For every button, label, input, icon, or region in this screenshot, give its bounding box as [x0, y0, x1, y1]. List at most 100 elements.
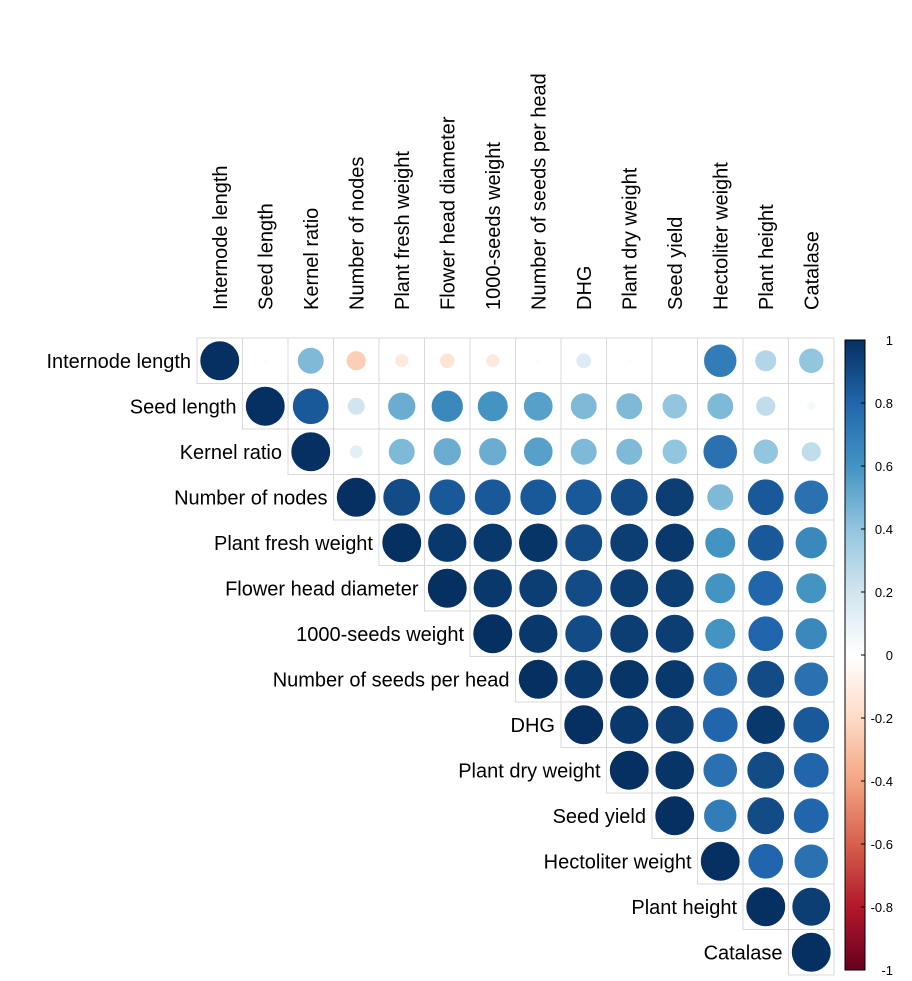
colorbar-tick-label: -0.6: [871, 837, 893, 852]
correlation-circle: [746, 751, 785, 790]
column-label: Catalase: [801, 231, 823, 310]
correlation-circle: [472, 522, 513, 563]
correlation-circle: [336, 477, 377, 518]
correlation-circle: [801, 441, 822, 462]
row-label: Number of seeds per head: [273, 669, 510, 691]
correlation-circle: [564, 523, 603, 562]
correlation-circle: [297, 347, 325, 375]
correlation-circle: [478, 437, 508, 467]
correlation-circle: [245, 386, 286, 427]
matrix-grid: [196, 337, 835, 976]
correlation-circle: [381, 522, 422, 563]
correlation-circle: [615, 438, 643, 466]
correlation-circle: [523, 436, 554, 467]
correlation-circle: [795, 526, 828, 559]
correlation-circle: [704, 618, 736, 650]
correlation-circle: [472, 613, 513, 654]
correlation-circle: [485, 353, 500, 368]
correlation-circle: [439, 352, 456, 369]
row-label: Hectoliter weight: [544, 851, 692, 873]
row-label: Plant height: [631, 897, 737, 919]
correlation-circle: [793, 661, 829, 697]
colorbar-tick-label: 0.8: [875, 396, 893, 411]
row-label: Number of nodes: [174, 487, 327, 509]
colorbar-tick-label: -1: [881, 963, 893, 978]
correlation-circle: [394, 353, 409, 368]
colorbar-tick-label: 1: [886, 333, 893, 348]
correlation-circle: [563, 659, 604, 699]
correlation-circle: [477, 390, 509, 422]
correlation-circle: [806, 401, 816, 411]
column-labels: Internode length Seed length Kernel ratio N…: [210, 73, 824, 310]
row-label: Kernel ratio: [180, 442, 282, 464]
matrix-cell: [788, 929, 835, 976]
correlation-circle: [609, 659, 650, 700]
correlation-circle: [702, 706, 739, 743]
correlation-circle: [702, 752, 738, 788]
correlation-circle: [661, 393, 688, 420]
column-label: Seed length: [255, 203, 277, 310]
correlation-circle: [793, 843, 829, 879]
correlation-circle: [747, 843, 784, 880]
column-label: Plant height: [756, 204, 778, 310]
column-label: Internode length: [210, 165, 232, 310]
correlation-circle: [654, 659, 695, 699]
column-label: Hectoliter weight: [710, 162, 732, 310]
correlation-circle: [795, 617, 828, 650]
correlation-circle: [793, 752, 830, 789]
correlation-circle: [565, 478, 603, 516]
correlation-circle: [745, 886, 786, 927]
correlation-circle: [609, 750, 650, 791]
correlation-circle: [564, 569, 603, 608]
correlation-circle: [388, 438, 416, 466]
colorbar-tick-label: -0.8: [871, 900, 893, 915]
column-label: Kernel ratio: [301, 208, 323, 310]
colorbar-tick-label: 0: [886, 648, 893, 663]
correlation-circle: [703, 343, 738, 378]
correlation-circle: [428, 478, 466, 516]
correlation-circle: [518, 568, 558, 608]
correlation-circle: [706, 483, 734, 511]
correlation-circle: [747, 524, 785, 562]
correlation-circle: [427, 522, 467, 563]
correlation-circle: [746, 660, 785, 699]
correlation-circle: [609, 704, 649, 745]
correlation-circle: [747, 615, 784, 652]
correlation-circle: [427, 568, 468, 609]
correlation-circle: [661, 438, 688, 465]
row-label: Seed length: [130, 396, 237, 418]
correlation-circle: [349, 444, 364, 459]
correlation-circle: [792, 706, 830, 744]
row-labels: Internode length Seed length Kernel ratio N…: [46, 351, 782, 965]
correlation-circle: [609, 568, 649, 608]
column-label: Plant fresh weight: [392, 151, 414, 310]
correlation-circle: [747, 570, 784, 607]
correlation-circle: [655, 614, 695, 654]
correlation-circle: [346, 350, 367, 371]
correlation-circle: [523, 391, 554, 422]
row-label: Catalase: [704, 942, 783, 964]
correlation-circle: [755, 396, 776, 417]
column-label: DHG: [574, 266, 596, 310]
correlation-circle: [704, 527, 736, 559]
row-label: 1000-seeds weight: [296, 624, 464, 646]
correlation-circle: [791, 932, 832, 973]
correlation-circle: [746, 796, 785, 835]
correlation-circle: [747, 478, 785, 516]
correlation-circle: [615, 392, 643, 420]
correlation-circle: [518, 659, 559, 700]
row-label: Plant fresh weight: [214, 533, 373, 555]
correlation-circle: [610, 478, 649, 517]
correlation-circle: [609, 523, 649, 563]
row-label: Plant dry weight: [458, 760, 601, 782]
correlation-circle: [347, 397, 366, 416]
column-label: Number of nodes: [346, 157, 368, 310]
correlation-circle: [570, 438, 598, 466]
column-label: Flower head diameter: [437, 116, 459, 310]
correlation-circle: [655, 568, 695, 608]
colorbar-tick-label: 0.2: [875, 585, 893, 600]
correlation-circle: [432, 437, 462, 467]
correlation-circle: [519, 478, 557, 516]
colorbar-tick-label: -0.4: [871, 774, 893, 789]
